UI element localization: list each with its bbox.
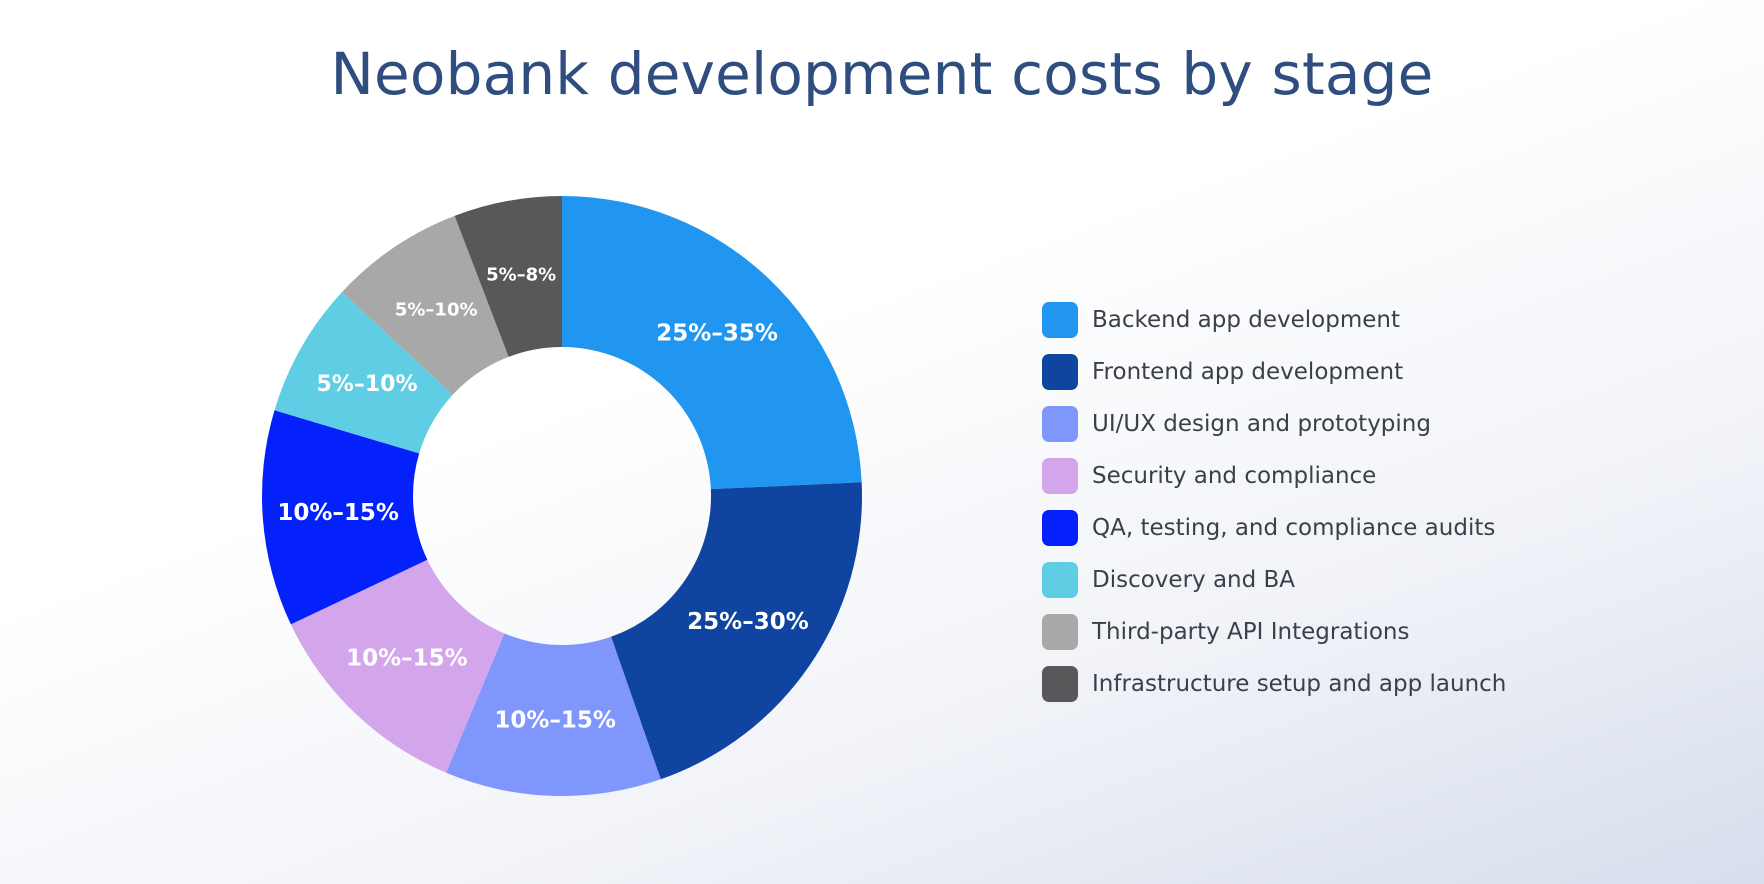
slice-label-6: 5%–10% bbox=[317, 372, 418, 397]
slice-label-8: 5%–8% bbox=[486, 265, 556, 286]
donut-slice-2 bbox=[611, 482, 863, 780]
legend-swatch bbox=[1042, 354, 1078, 390]
legend-swatch bbox=[1042, 458, 1078, 494]
slice-label-4: 10%–15% bbox=[346, 645, 468, 671]
legend-item: QA, testing, and compliance audits bbox=[1042, 502, 1506, 554]
donut-slice-5 bbox=[262, 410, 428, 625]
legend-label: QA, testing, and compliance audits bbox=[1092, 515, 1496, 541]
slice-label-2: 25%–30% bbox=[687, 609, 809, 635]
legend: Backend app development Frontend app deve… bbox=[1042, 294, 1506, 710]
donut-slice-3 bbox=[446, 633, 661, 796]
legend-label: Infrastructure setup and app launch bbox=[1092, 671, 1507, 697]
legend-swatch bbox=[1042, 562, 1078, 598]
legend-swatch bbox=[1042, 510, 1078, 546]
legend-swatch bbox=[1042, 666, 1078, 702]
slice-label-1: 25%–35% bbox=[656, 321, 778, 347]
legend-label: UI/UX design and prototyping bbox=[1092, 411, 1431, 437]
legend-label: Frontend app development bbox=[1092, 359, 1404, 385]
donut-slice-1 bbox=[562, 196, 862, 490]
legend-label: Backend app development bbox=[1092, 307, 1400, 333]
donut-slice-4 bbox=[290, 559, 505, 773]
chart-title: Neobank development costs by stage bbox=[330, 40, 1434, 108]
legend-item: Infrastructure setup and app launch bbox=[1042, 658, 1506, 710]
legend-swatch bbox=[1042, 302, 1078, 338]
slice-label-7: 5%–10% bbox=[395, 300, 478, 321]
legend-label: Discovery and BA bbox=[1092, 567, 1296, 593]
donut-slice-8 bbox=[454, 196, 562, 357]
slice-label-5: 10%–15% bbox=[277, 500, 399, 526]
legend-swatch bbox=[1042, 406, 1078, 442]
legend-item: Third-party API Integrations bbox=[1042, 606, 1506, 658]
legend-item: Discovery and BA bbox=[1042, 554, 1506, 606]
legend-label: Security and compliance bbox=[1092, 463, 1377, 489]
donut-slice-7 bbox=[341, 215, 509, 395]
legend-item: Frontend app development bbox=[1042, 346, 1506, 398]
legend-item: UI/UX design and prototyping bbox=[1042, 398, 1506, 450]
legend-item: Backend app development bbox=[1042, 294, 1506, 346]
legend-label: Third-party API Integrations bbox=[1092, 619, 1410, 645]
donut-slice-6 bbox=[274, 292, 453, 454]
legend-swatch bbox=[1042, 614, 1078, 650]
legend-item: Security and compliance bbox=[1042, 450, 1506, 502]
slice-label-3: 10%–15% bbox=[494, 707, 616, 733]
